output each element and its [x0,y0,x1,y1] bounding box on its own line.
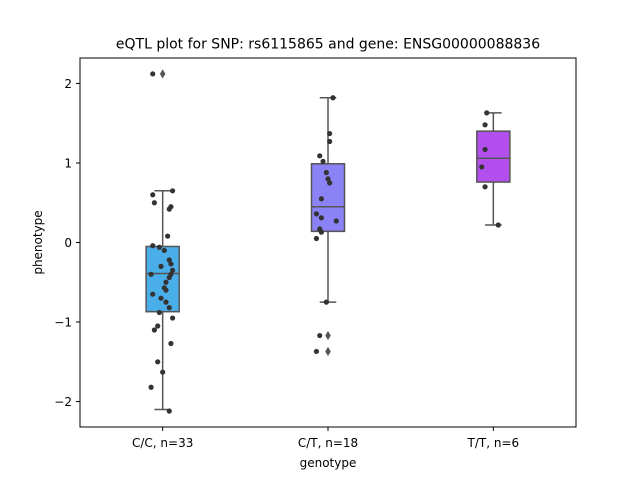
box [310,163,346,233]
data-point [169,315,176,321]
data-point [150,243,156,249]
data-point [151,327,157,333]
data-point [156,309,162,316]
data-point [317,332,323,339]
outlier-marker [159,69,166,79]
data-point [165,233,171,239]
data-point [150,192,156,198]
data-point [150,291,156,297]
y-tick-label: 1 [64,156,72,170]
data-point [482,122,488,128]
data-point [325,176,331,182]
x-tick-label: C/C, n=33 [132,436,193,450]
box [476,130,511,183]
data-point [166,305,172,311]
data-point [323,169,329,176]
data-point [318,196,324,202]
genotype-group [310,97,346,357]
data-point [327,138,333,145]
x-tick-label: T/T, n=6 [467,436,520,450]
genotype-group [145,69,180,411]
data-point [495,222,501,228]
data-point [313,211,320,217]
data-point [484,110,490,116]
data-point [318,215,324,221]
data-point [313,348,320,355]
data-point [482,146,488,153]
y-tick-label: 0 [64,236,72,250]
data-point [323,299,329,305]
strip-points [148,71,176,414]
plot-area [145,69,511,414]
data-point [148,384,154,390]
data-point [148,271,154,277]
outlier-marker [325,330,331,341]
strip-points [313,95,339,355]
x-tick-label: C/T, n=18 [298,436,358,450]
data-point [160,369,166,375]
data-point [150,71,156,77]
strip-points [479,110,501,228]
y-axis-label: phenotype [31,210,45,274]
data-point [168,261,174,267]
data-point [166,257,172,263]
box [145,245,180,313]
y-tick-label: −2 [54,395,72,409]
x-axis: C/C, n=33 C/T, n=18 T/T, n=6 [132,427,519,450]
data-point [161,247,167,254]
data-point [151,200,157,206]
outlier-marker [325,346,331,357]
chart-title: eQTL plot for SNP: rs6115865 and gene: E… [116,37,540,53]
data-point [163,287,169,293]
data-point [163,279,169,285]
data-point [156,244,162,250]
data-point [318,229,324,235]
genotype-group [476,112,511,226]
y-axis: −2 −1 0 1 2 [54,77,80,409]
data-point [320,158,326,164]
data-point [155,323,161,329]
data-point [166,408,172,414]
y-tick-label: −1 [54,316,72,330]
data-point [482,184,488,190]
data-point [163,299,169,305]
data-point [317,153,323,159]
data-point [168,204,174,210]
data-point [327,130,333,137]
data-point [168,340,174,347]
y-tick-label: 2 [64,77,72,91]
data-point [166,274,172,281]
data-point [327,180,333,186]
data-point [479,164,485,170]
data-point [333,218,339,224]
data-point [158,263,164,269]
data-point [169,267,176,273]
x-axis-label: genotype [300,456,357,470]
data-point [155,359,161,365]
data-point [158,295,164,301]
data-point [330,95,336,101]
data-point [313,235,320,242]
data-point [169,188,176,194]
